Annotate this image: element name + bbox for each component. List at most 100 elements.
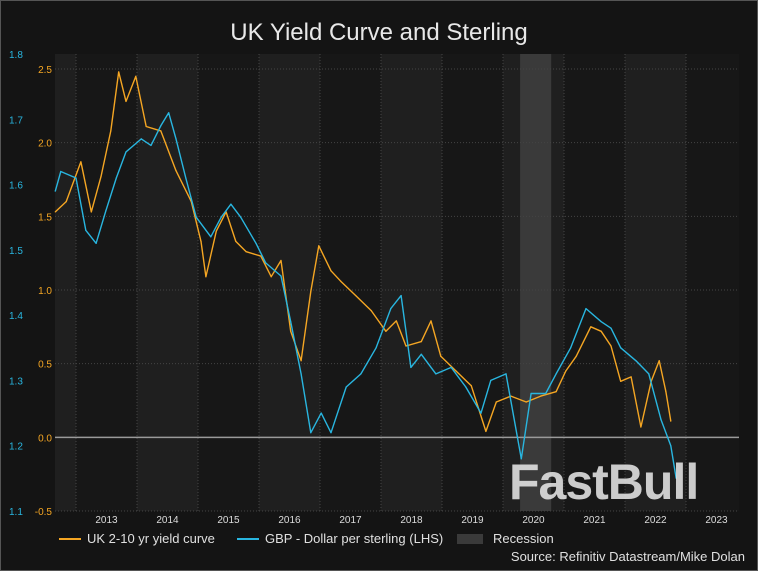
data-point — [140, 138, 142, 140]
data-point — [420, 353, 422, 355]
x-tick-label: 2023 — [705, 515, 728, 526]
legend-item-recession: Recession — [457, 531, 554, 546]
y-tick-label-blue: 1.5 — [9, 246, 23, 257]
data-point — [590, 326, 592, 328]
data-point — [240, 216, 242, 218]
x-tick-label: 2017 — [339, 515, 362, 526]
data-point — [370, 310, 372, 312]
data-point — [525, 401, 527, 403]
legend-swatch-orange — [59, 537, 81, 540]
legend-label: Recession — [493, 531, 554, 546]
data-point — [355, 295, 357, 297]
data-point — [200, 240, 202, 242]
data-point — [75, 177, 77, 179]
data-point — [135, 75, 137, 77]
watermark-logo: FastBull — [509, 454, 699, 510]
data-point — [420, 340, 422, 343]
y-tick-label-blue: 1.7 — [9, 115, 23, 126]
data-point — [610, 345, 612, 347]
data-point — [90, 211, 92, 213]
data-point — [670, 445, 672, 447]
data-point — [405, 345, 407, 347]
x-tick-label: 2015 — [217, 515, 240, 526]
year-band — [259, 54, 320, 511]
x-tick-label: 2022 — [644, 515, 667, 526]
data-point — [235, 240, 237, 242]
data-point — [125, 100, 127, 103]
x-tick-label: 2019 — [461, 515, 484, 526]
x-tick-label: 2020 — [522, 515, 545, 526]
year-band — [137, 54, 198, 511]
data-point — [255, 242, 257, 244]
data-point — [470, 385, 472, 387]
data-point — [675, 477, 677, 479]
data-point — [430, 320, 432, 322]
data-point — [610, 327, 612, 329]
data-point — [260, 255, 262, 257]
y-tick-label-orange: -0.5 — [35, 507, 53, 518]
data-point — [345, 386, 347, 388]
data-point — [410, 366, 412, 368]
year-band — [381, 54, 442, 511]
data-point — [440, 355, 442, 357]
data-point — [435, 373, 437, 375]
data-point — [665, 391, 667, 393]
data-point — [280, 259, 282, 262]
x-tick-label: 2016 — [278, 515, 301, 526]
data-point — [648, 373, 650, 375]
data-point — [215, 230, 217, 232]
data-point — [330, 270, 332, 272]
data-point — [575, 355, 577, 357]
data-point — [160, 130, 162, 132]
data-point — [318, 245, 320, 247]
data-point — [495, 401, 497, 403]
y-tick-label-blue: 1.4 — [9, 311, 23, 322]
data-point — [65, 201, 67, 203]
legend-item-yield-curve: UK 2-10 yr yield curve — [59, 531, 215, 546]
year-band — [55, 54, 76, 511]
data-point — [54, 190, 56, 192]
legend-swatch-blue — [237, 537, 259, 540]
data-point — [175, 170, 177, 172]
data-point — [320, 412, 322, 414]
data-point — [600, 330, 602, 332]
data-point — [125, 151, 127, 153]
data-point — [360, 373, 362, 375]
data-point — [195, 216, 197, 218]
data-point — [640, 426, 642, 428]
x-tick-label: 2018 — [400, 515, 423, 526]
data-point — [205, 276, 207, 278]
data-point — [290, 330, 292, 332]
data-point — [168, 112, 170, 114]
data-point — [395, 320, 397, 322]
y-tick-label-blue: 1.1 — [9, 507, 23, 518]
data-point — [465, 386, 467, 388]
data-point — [95, 242, 97, 244]
legend-swatch-recession — [457, 533, 483, 544]
y-tick-label-orange: 2.0 — [38, 139, 52, 150]
data-point — [620, 380, 622, 382]
data-point — [210, 236, 212, 238]
y-tick-label-orange: 1.5 — [38, 212, 52, 223]
legend-label: GBP - Dollar per sterling (LHS) — [265, 531, 444, 546]
y-tick-label-blue: 1.3 — [9, 376, 23, 387]
data-point — [300, 373, 302, 375]
source-note: Source: Refinitiv Datastream/Mike Dolan — [510, 549, 745, 564]
series-line-yield-curve — [54, 71, 672, 433]
chart-title: UK Yield Curve and Sterling — [230, 19, 528, 46]
data-point — [220, 216, 222, 218]
data-point — [290, 321, 292, 323]
data-point — [400, 294, 402, 297]
data-point — [118, 71, 120, 73]
data-point — [105, 210, 107, 212]
data-point — [635, 360, 637, 362]
legend-label: UK 2-10 yr yield curve — [87, 531, 215, 546]
data-point — [270, 276, 272, 278]
x-tick-label: 2014 — [156, 515, 179, 526]
data-point — [85, 229, 87, 231]
data-point — [520, 458, 522, 460]
data-point — [600, 321, 602, 323]
data-point — [80, 161, 82, 163]
data-point — [280, 275, 282, 277]
